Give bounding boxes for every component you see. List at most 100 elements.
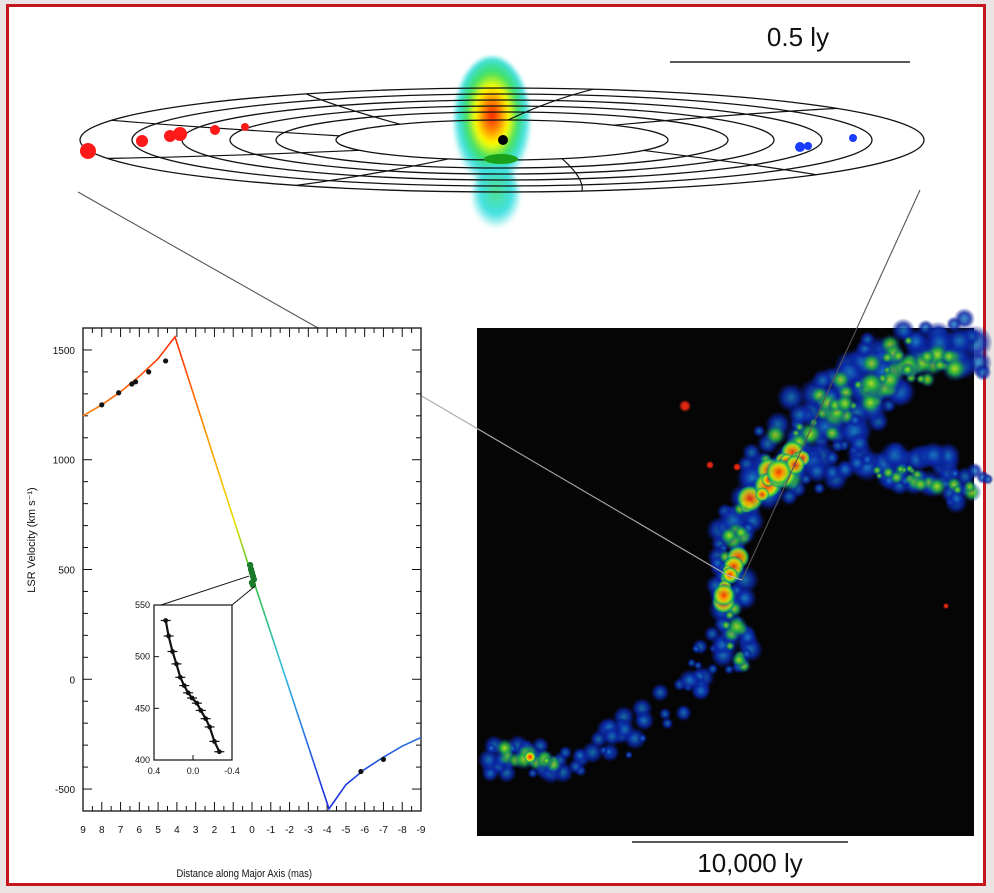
blueshifted-maser-dot (795, 142, 805, 152)
galaxy-emission-knot (903, 335, 914, 346)
galaxy-emission-knot (872, 465, 883, 476)
galaxy-image (477, 308, 994, 836)
bottom-scale-label: 10,000 ly (697, 848, 803, 878)
disk-diagram (79, 57, 925, 232)
galaxy-emission-knot (650, 683, 670, 702)
inset-y-tick-label: 400 (135, 755, 150, 765)
inset-x-tick-label: -0.4 (224, 766, 240, 776)
x-tick-label: -8 (398, 825, 407, 836)
galaxy-emission-knot (624, 750, 634, 760)
connector-disk-left (77, 191, 319, 329)
galaxy-emission-knot (982, 473, 994, 485)
y-tick-label: 1500 (53, 346, 76, 357)
galaxy-emission-knot (765, 458, 792, 486)
connector-plot-to-image (419, 394, 728, 576)
x-tick-label: -5 (341, 825, 350, 836)
x-tick-label: 0 (249, 825, 255, 836)
galaxy-emission-knot (754, 487, 770, 502)
galaxy-emission-knot (661, 717, 674, 730)
galaxy-emission-knot (834, 459, 856, 481)
inset-connector-line (160, 575, 250, 606)
plot-ticks: 9 8 7 6 5 4 3 2 1 0 -1 -2 -3 -4 -5 -6 -7 -8 -9 -500 0 500 1000… (53, 328, 426, 836)
y-axis-label: LSR Velocity (km s⁻¹) (26, 487, 38, 592)
inset-connectors (160, 575, 256, 606)
disk-emission-lower (472, 164, 520, 232)
disk-spoke (613, 107, 838, 126)
disk-ring (275, 111, 729, 169)
connector-disk-right (741, 189, 921, 581)
x-tick-label: -3 (304, 825, 313, 836)
disk-ring (131, 93, 873, 187)
inset-point (198, 708, 204, 713)
inset-point (163, 618, 169, 623)
galaxy-emission-knot (805, 459, 830, 484)
galaxy-emission-knot (905, 464, 914, 474)
disk-spoke (107, 149, 360, 159)
galaxy-emission-knot (658, 707, 672, 721)
galaxy-emission-knot (824, 450, 840, 466)
galaxy-emission-knot (974, 363, 992, 381)
galaxy-emission-knot (896, 465, 905, 473)
galaxy-emission-knot (901, 363, 914, 376)
disk-ring (229, 105, 775, 175)
y-tick-label: 500 (58, 566, 75, 577)
y-tick-label: -500 (55, 785, 75, 796)
galaxy-emission-knot (813, 482, 826, 495)
galaxy-emission-knot (966, 462, 983, 479)
redshifted-maser-dot (173, 127, 187, 141)
zoom-connectors (77, 189, 921, 581)
galaxy-emission-knot (915, 373, 927, 385)
galaxy-emission-knot (787, 402, 812, 427)
inset-frame (153, 604, 233, 761)
central-black-hole (498, 135, 508, 145)
blueshifted-maser-point (358, 768, 364, 775)
galaxy-emission-knot (712, 583, 736, 607)
disk-spoke (507, 88, 594, 121)
inset-point (170, 649, 175, 654)
galaxy-emission-knot (720, 619, 732, 631)
x-tick-label: 1 (230, 825, 236, 836)
inset-point (216, 749, 222, 755)
inset-point (194, 700, 200, 706)
redshifted-maser-point (163, 358, 169, 364)
x-tick-label: -4 (323, 825, 332, 836)
disk-spoke (296, 158, 449, 186)
redshifted-maser-dot (80, 143, 96, 159)
systemic-maser-point (249, 581, 257, 589)
blueshifted-maser-dot (849, 134, 857, 142)
galaxy-emission-knot (947, 489, 966, 508)
galaxy-emission-knot (637, 733, 648, 743)
inset-x-tick-label: 0.0 (187, 766, 200, 776)
redshifted-maser-dots (80, 123, 249, 159)
disk-ring (79, 87, 925, 193)
galaxy-emission-knot (725, 615, 748, 638)
galaxy-emission-knot (823, 424, 842, 443)
disk-emission-glow (454, 57, 530, 187)
redshifted-maser-point (146, 369, 152, 375)
inset-point (207, 724, 212, 730)
inset-plot: 0.4 0.0 -0.4 400 450 500 550 (135, 600, 240, 776)
galaxy-emission-knot (880, 351, 894, 364)
inset-y-tick-label: 450 (135, 703, 150, 713)
inset-point (189, 695, 195, 701)
inset-point (181, 683, 187, 688)
galaxy-emission-knot (859, 331, 876, 348)
galaxy-red-spot (943, 603, 949, 609)
galaxy-emission-knot (830, 439, 845, 453)
galaxy-emission-knot (601, 726, 623, 747)
redshifted-maser-point (99, 402, 105, 408)
redshifted-maser-point (129, 381, 135, 387)
inset-point (203, 716, 209, 722)
galaxy-emission-knot (952, 484, 963, 495)
inset-x-tick-label: 0.4 (148, 766, 161, 776)
inset-connector-line (231, 585, 256, 606)
galaxy-emission-knot (933, 358, 947, 373)
redshifted-maser-dot (210, 125, 220, 135)
x-tick-label: 4 (174, 825, 180, 836)
galaxy-emission-knot (881, 465, 895, 480)
galaxy-emission (477, 308, 994, 785)
inset-point (212, 739, 217, 744)
inset-point (166, 633, 172, 639)
galaxy-emission-knot (879, 440, 910, 471)
